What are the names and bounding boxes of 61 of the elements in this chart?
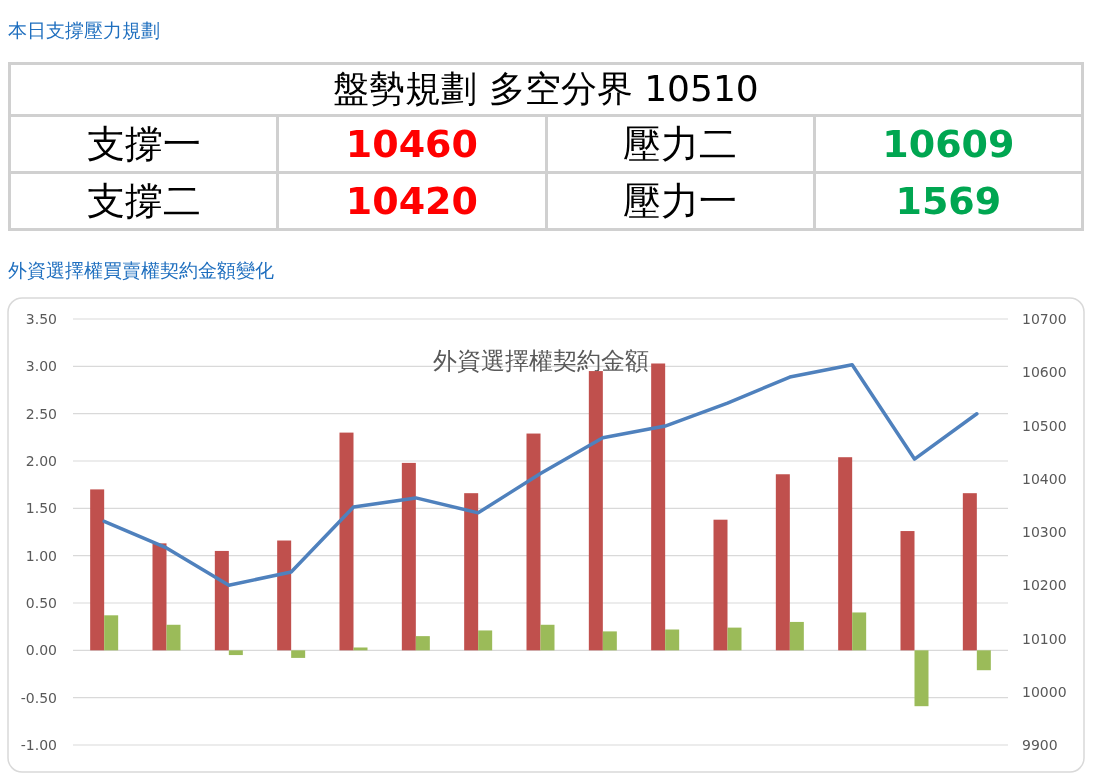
bar (152, 543, 167, 651)
bar (588, 371, 603, 651)
bar (962, 493, 977, 651)
bar (104, 615, 119, 651)
bar (277, 540, 292, 651)
y-tick-label: 2.00 (25, 453, 57, 469)
bar (775, 474, 790, 651)
bar (228, 650, 243, 656)
bar (415, 636, 430, 651)
text: 1569 (814, 172, 1083, 230)
bar (665, 629, 680, 651)
y2-tick-label: 10500 (1022, 417, 1067, 434)
y-tick-label: -1.00 (20, 737, 57, 753)
y2-tick-label: 10700 (1022, 311, 1067, 327)
bar (401, 462, 416, 651)
bar (464, 493, 479, 651)
text: 10609 (814, 115, 1083, 173)
text: 支撐二 (9, 172, 278, 230)
bar (713, 519, 728, 651)
text: 外資選擇權契約金額 (432, 347, 649, 375)
text: 壓力二 (546, 115, 815, 173)
bar (339, 432, 354, 651)
y-tick-label: 1.50 (25, 500, 57, 517)
bar (526, 433, 541, 651)
bar (353, 647, 368, 651)
bar (602, 631, 617, 651)
bar (900, 531, 915, 651)
bar (291, 650, 306, 658)
text: 本日支撐壓力規劃 (8, 18, 160, 43)
text: 支撐一 (9, 115, 278, 173)
text: 10460 (277, 115, 546, 173)
y-tick-label: -0.50 (20, 689, 57, 706)
text: 壓力一 (546, 172, 815, 230)
y2-tick-label: 10600 (1022, 364, 1067, 381)
y2-tick-label: 10300 (1022, 524, 1067, 540)
bar (540, 624, 555, 651)
y-tick-label: 2.50 (25, 405, 57, 422)
bar (727, 627, 742, 651)
bar (478, 630, 493, 651)
bar (838, 457, 853, 651)
text: 10420 (277, 172, 546, 230)
bar (789, 621, 804, 651)
y-tick-label: 1.00 (25, 547, 57, 564)
bar (914, 650, 929, 707)
y2-tick-label: 10100 (1022, 630, 1067, 647)
chart-title: 外資選擇權買賣權契約金額變化 (8, 258, 274, 283)
y-tick-label: 0.00 (25, 642, 57, 659)
bar (90, 489, 105, 651)
bar (214, 550, 229, 651)
bar (852, 612, 867, 651)
y2-tick-label: 10400 (1022, 470, 1067, 487)
bar (651, 363, 666, 651)
y2-tick-label: 10000 (1022, 683, 1067, 700)
y2-tick-label: 10200 (1022, 577, 1067, 594)
y-tick-label: 3.00 (25, 358, 57, 375)
text: 盤勢規劃 多空分界 10510 (9, 63, 1083, 116)
y-tick-label: 3.50 (25, 311, 57, 327)
y-tick-label: 0.50 (25, 595, 57, 611)
bar (166, 624, 181, 651)
bar (976, 650, 991, 671)
y2-tick-label: 9900 (1022, 737, 1058, 753)
